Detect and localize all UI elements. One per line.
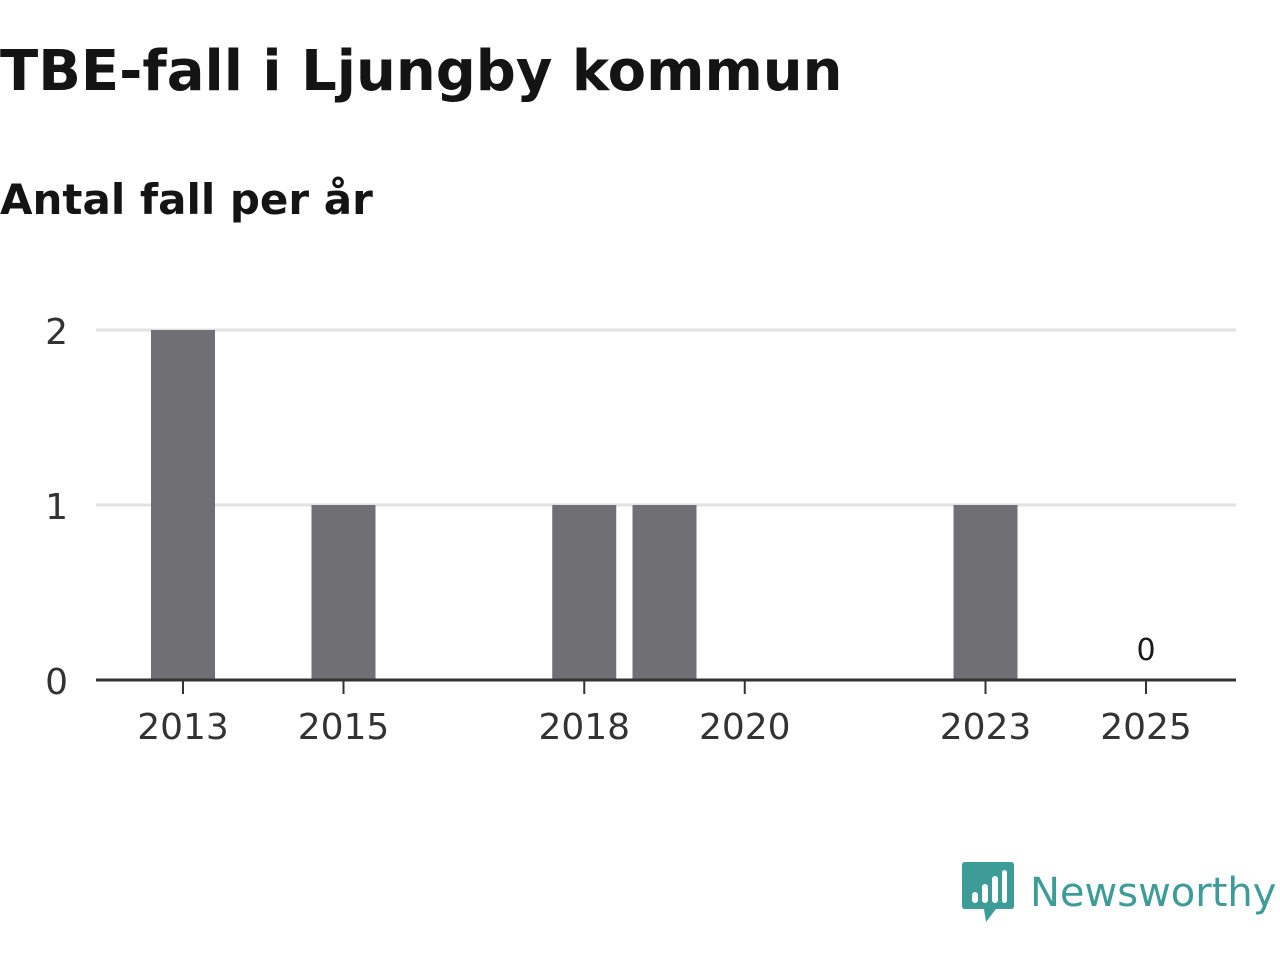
newsworthy-logo-icon bbox=[962, 862, 1014, 922]
y-tick-label: 2 bbox=[45, 312, 68, 353]
bar bbox=[953, 505, 1018, 680]
brand: Newsworthy bbox=[962, 862, 1276, 924]
bar bbox=[632, 505, 697, 680]
y-tick-label: 1 bbox=[45, 487, 68, 528]
bar bbox=[151, 330, 215, 680]
chart-title: TBE-fall i Ljungby kommun bbox=[0, 39, 843, 104]
x-tick-label: 2020 bbox=[699, 707, 791, 748]
x-tick-label: 2015 bbox=[298, 707, 390, 748]
y-tick-label: 0 bbox=[45, 662, 68, 703]
x-tick-label: 2013 bbox=[137, 707, 229, 748]
x-tick-label: 2018 bbox=[538, 707, 630, 748]
bar bbox=[311, 505, 376, 680]
brand-name: Newsworthy bbox=[1030, 870, 1277, 916]
chart-subtitle: Antal fall per år bbox=[0, 175, 373, 224]
x-tick-label: 2023 bbox=[940, 707, 1032, 748]
bar bbox=[552, 505, 617, 680]
x-tick-label: 2025 bbox=[1100, 707, 1192, 748]
data-label: 0 bbox=[1136, 633, 1155, 668]
